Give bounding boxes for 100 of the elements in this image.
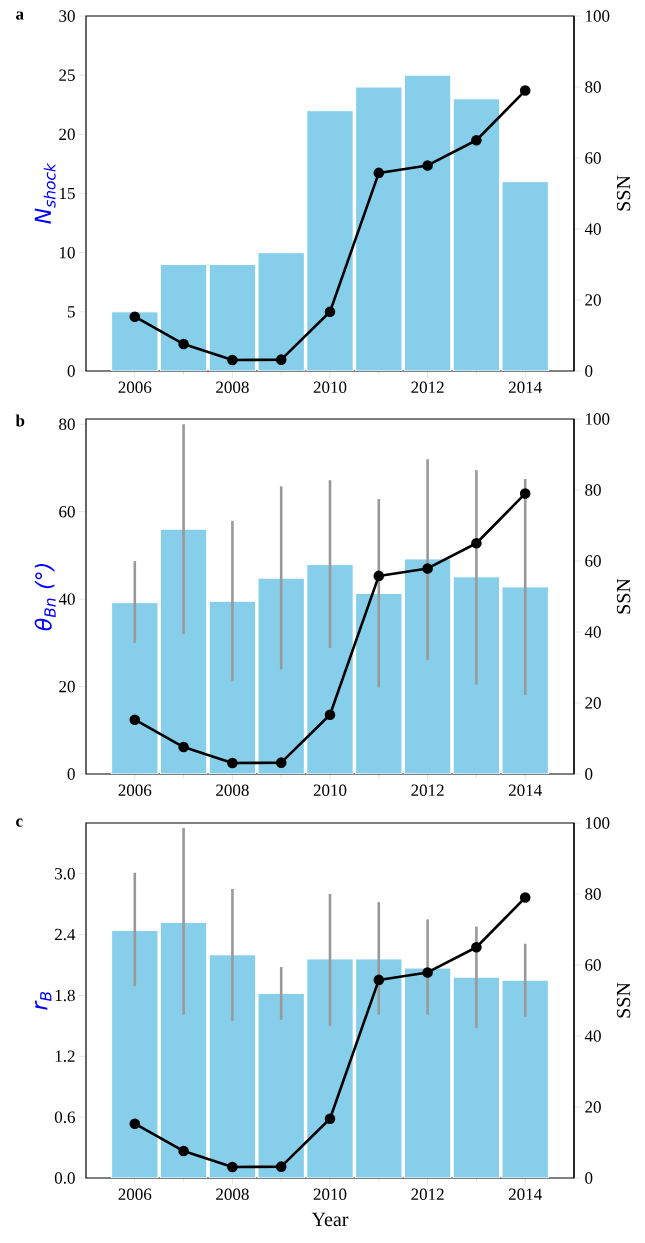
x-tick-label: 2014 xyxy=(508,1188,542,1201)
bar xyxy=(306,564,354,775)
bar xyxy=(111,602,158,775)
point xyxy=(178,338,189,350)
x-tick-label: 2008 xyxy=(216,381,249,393)
point xyxy=(519,85,531,96)
x-tick-label: 2012 xyxy=(411,381,444,393)
point xyxy=(471,134,482,146)
bar xyxy=(209,264,256,371)
x-tick-label: 2006 xyxy=(118,381,152,393)
x-tick-label: 2012 xyxy=(411,1188,444,1201)
bar xyxy=(258,252,305,371)
x-tick-label: 2010 xyxy=(313,784,347,796)
chart-title: c xyxy=(16,818,23,827)
point xyxy=(471,941,482,953)
bar xyxy=(453,576,500,775)
y-tick-label: 0.0 xyxy=(54,1172,75,1184)
y2-tick-label: 80 xyxy=(585,888,601,900)
point xyxy=(519,488,531,499)
y2-tick-label: 0 xyxy=(585,1172,593,1184)
y-axis-title: θ$_{Bn}$ (°) xyxy=(34,564,56,631)
x-tick-label: 2010 xyxy=(313,1188,347,1201)
point xyxy=(275,1161,287,1172)
bar xyxy=(453,977,500,1179)
point xyxy=(324,306,336,318)
y-tick-label: 1.2 xyxy=(55,1050,75,1063)
y2-tick-label: 20 xyxy=(585,294,601,306)
y-tick-label: 25 xyxy=(59,69,75,81)
y-tick-label: 15 xyxy=(59,187,75,200)
x-tick-label: 2008 xyxy=(216,1188,249,1201)
x-tick-label: 2010 xyxy=(313,381,347,393)
x-tick-label: 2014 xyxy=(508,784,542,796)
y-tick-label: 60 xyxy=(59,505,75,518)
y2-axis-title: SSN xyxy=(616,175,631,211)
point xyxy=(129,714,141,725)
bar xyxy=(355,87,402,371)
bar xyxy=(501,979,549,1179)
point xyxy=(227,1161,238,1173)
y2-tick-label: 20 xyxy=(585,697,601,709)
y2-tick-label: 60 xyxy=(585,959,601,971)
bar xyxy=(306,958,354,1179)
x-tick-label: 2006 xyxy=(118,784,152,796)
bar xyxy=(160,922,207,1179)
bar xyxy=(111,311,158,371)
point xyxy=(422,967,433,978)
x-tick-label: 2006 xyxy=(118,1188,152,1201)
bar xyxy=(501,586,549,775)
y2-tick-label: 100 xyxy=(586,10,610,22)
y-tick-label: 10 xyxy=(59,246,75,259)
y-axis-title: N$_{shock}$ xyxy=(34,162,56,224)
bar xyxy=(160,264,207,371)
y2-tick-label: 60 xyxy=(585,555,601,567)
y2-tick-label: 60 xyxy=(585,152,601,164)
point xyxy=(178,1145,189,1157)
y-axis-title: r$_{B}$ xyxy=(34,991,52,1010)
bar xyxy=(453,98,500,371)
y-tick-label: 2.4 xyxy=(54,928,76,941)
chart-title: b xyxy=(15,414,25,427)
y2-axis-title: SSN xyxy=(616,982,631,1018)
point xyxy=(129,311,141,322)
point xyxy=(178,741,189,753)
bar xyxy=(404,75,451,371)
y-tick-label: 0 xyxy=(67,768,75,780)
bar xyxy=(404,558,451,775)
bar xyxy=(355,593,402,775)
y2-tick-label: 20 xyxy=(585,1101,601,1113)
y2-tick-label: 40 xyxy=(584,626,601,638)
y-tick-label: 0.6 xyxy=(54,1111,75,1123)
y2-tick-label: 80 xyxy=(585,81,601,93)
bar xyxy=(306,110,354,371)
y2-tick-label: 0 xyxy=(585,768,593,780)
y-tick-label: 40 xyxy=(58,593,75,605)
y-tick-label: 5 xyxy=(67,306,75,318)
chart-title: a xyxy=(16,11,24,20)
y-tick-label: 30 xyxy=(59,10,75,22)
bar xyxy=(160,529,207,775)
y-tick-label: 20 xyxy=(59,128,75,141)
bar xyxy=(209,601,256,775)
point xyxy=(324,709,336,721)
point xyxy=(275,354,287,365)
x-axis-title: Year xyxy=(311,1212,349,1227)
y-tick-label: 3.0 xyxy=(55,867,75,880)
y2-tick-label: 80 xyxy=(585,484,601,496)
point xyxy=(324,1113,336,1125)
point xyxy=(471,537,482,549)
x-tick-label: 2008 xyxy=(216,784,249,796)
bar xyxy=(404,968,451,1179)
point xyxy=(227,757,238,769)
y2-tick-label: 40 xyxy=(584,223,601,235)
y-tick-label: 80 xyxy=(59,418,75,430)
bar xyxy=(355,958,402,1179)
y2-tick-label: 100 xyxy=(586,817,610,829)
y-tick-label: 20 xyxy=(59,680,75,693)
x-tick-label: 2014 xyxy=(508,381,542,393)
point xyxy=(373,167,385,179)
point xyxy=(373,570,385,582)
bar xyxy=(258,993,305,1179)
bar xyxy=(111,930,158,1179)
bar xyxy=(258,578,305,775)
point xyxy=(227,354,238,366)
